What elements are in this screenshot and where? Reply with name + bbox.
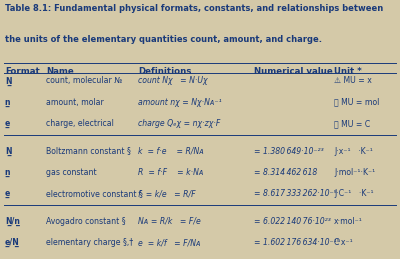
Text: Unit *: Unit * (334, 67, 362, 76)
Text: count, molecular №: count, molecular № (46, 76, 122, 85)
Text: Table 8.1: Fundamental physical formats, constants, and relationships between: Table 8.1: Fundamental physical formats,… (5, 4, 383, 13)
Text: R  = f·F    = k·Nᴀ: R = f·F = k·Nᴀ (138, 168, 204, 177)
Text: n̲: n̲ (5, 168, 10, 177)
Text: count Nχ   = N·Uχ: count Nχ = N·Uχ (138, 76, 208, 85)
Text: ⓝ MU = mol: ⓝ MU = mol (334, 98, 379, 107)
Text: elementary charge §,†: elementary charge §,† (46, 238, 133, 247)
Text: f  = k/e   = R/F: f = k/e = R/F (138, 189, 196, 198)
Text: Definitions: Definitions (138, 67, 191, 76)
Text: N̲: N̲ (5, 147, 11, 156)
Text: Ⓔ MU = C: Ⓔ MU = C (334, 119, 370, 128)
Text: charge, electrical: charge, electrical (46, 119, 114, 128)
Text: N̲: N̲ (5, 76, 11, 85)
Text: ⚠ MU = x: ⚠ MU = x (334, 76, 372, 85)
Text: Name: Name (46, 67, 74, 76)
Text: gas constant: gas constant (46, 168, 97, 177)
Text: Format: Format (5, 67, 40, 76)
Text: amount, molar: amount, molar (46, 98, 104, 107)
Text: n̲: n̲ (5, 98, 10, 107)
Text: J·mol⁻¹·K⁻¹: J·mol⁻¹·K⁻¹ (334, 168, 375, 177)
Text: Nᴀ = R/k   = F/e: Nᴀ = R/k = F/e (138, 217, 201, 226)
Text: charge Qₑχ = nχ·zχ·F: charge Qₑχ = nχ·zχ·F (138, 119, 220, 128)
Text: Numerical value: Numerical value (254, 67, 333, 76)
Text: C·x⁻¹: C·x⁻¹ (334, 238, 354, 247)
Text: = 8.314 462 618: = 8.314 462 618 (254, 168, 317, 177)
Text: e̲: e̲ (5, 189, 10, 198)
Text: Boltzmann constant §: Boltzmann constant § (46, 147, 131, 156)
Text: e  = k/f   = F/Nᴀ: e = k/f = F/Nᴀ (138, 238, 201, 247)
Text: J·C⁻¹   ·K⁻¹: J·C⁻¹ ·K⁻¹ (334, 189, 374, 198)
Text: J·x⁻¹   ·K⁻¹: J·x⁻¹ ·K⁻¹ (334, 147, 373, 156)
Text: k  = f·e    = R/Nᴀ: k = f·e = R/Nᴀ (138, 147, 204, 156)
Text: = 1.602 176 634·10⁻¹⁹: = 1.602 176 634·10⁻¹⁹ (254, 238, 340, 247)
Text: the units of the elementary quantities count, amount, and charge.: the units of the elementary quantities c… (5, 35, 322, 44)
Text: e̲: e̲ (5, 119, 10, 128)
Text: amount nχ = Nχ·Nᴀ⁻¹: amount nχ = Nχ·Nᴀ⁻¹ (138, 98, 222, 107)
Text: Avogadro constant §: Avogadro constant § (46, 217, 126, 226)
Text: N̲̲/n̲: N̲̲/n̲ (5, 217, 20, 226)
Text: = 8.617 333 262·10⁻⁵: = 8.617 333 262·10⁻⁵ (254, 189, 337, 198)
Text: electromotive constant §: electromotive constant § (46, 189, 143, 198)
Text: = 1.380 649·10⁻²³: = 1.380 649·10⁻²³ (254, 147, 324, 156)
Text: = 6.022 140 76·10²³: = 6.022 140 76·10²³ (254, 217, 331, 226)
Text: x·mol⁻¹: x·mol⁻¹ (334, 217, 363, 226)
Text: e̲̲/N̲: e̲̲/N̲ (5, 238, 20, 247)
